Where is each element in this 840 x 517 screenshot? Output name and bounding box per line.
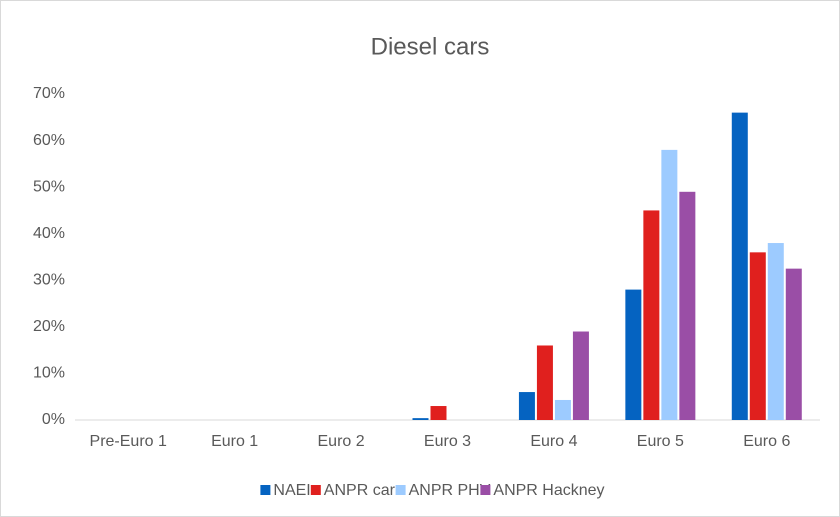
bar: [679, 191, 696, 420]
bar: [643, 210, 660, 420]
chart-title: Diesel cars: [371, 33, 490, 60]
x-tick-label: Euro 6: [743, 433, 790, 450]
bar: [518, 392, 535, 420]
bar: [536, 345, 553, 420]
bar: [625, 289, 642, 420]
bar: [412, 418, 429, 420]
x-tick-label: Euro 1: [211, 433, 258, 450]
legend-swatch: [260, 485, 271, 495]
x-tick-label: Euro 3: [424, 433, 471, 450]
bar: [731, 112, 748, 420]
bar: [661, 149, 678, 420]
legend-swatch: [395, 485, 406, 495]
y-tick-label: 30%: [33, 272, 65, 289]
bar: [767, 243, 784, 420]
legend-label: NAEI: [273, 482, 310, 499]
legend-label: ANPR PHV: [409, 482, 491, 499]
bar: [785, 268, 802, 420]
bar: [749, 252, 766, 420]
x-tick-label: Euro 4: [530, 433, 577, 450]
legend-label: ANPR Hackney: [493, 482, 604, 499]
y-tick-label: 40%: [33, 225, 65, 242]
y-tick-label: 10%: [33, 365, 65, 382]
y-tick-label: 60%: [33, 132, 65, 149]
legend-swatch: [480, 485, 491, 495]
y-tick-label: 20%: [33, 318, 65, 335]
legend-swatch: [310, 485, 321, 495]
x-tick-label: Euro 5: [637, 433, 684, 450]
y-tick-label: 50%: [33, 178, 65, 195]
bar: [430, 406, 447, 420]
x-tick-label: Pre-Euro 1: [90, 433, 167, 450]
legend-label: ANPR car: [324, 482, 396, 499]
y-tick-label: 0%: [42, 411, 65, 428]
y-tick-label: 70%: [33, 85, 65, 102]
bar: [572, 331, 589, 420]
x-tick-label: Euro 2: [318, 433, 365, 450]
bar: [554, 399, 571, 420]
